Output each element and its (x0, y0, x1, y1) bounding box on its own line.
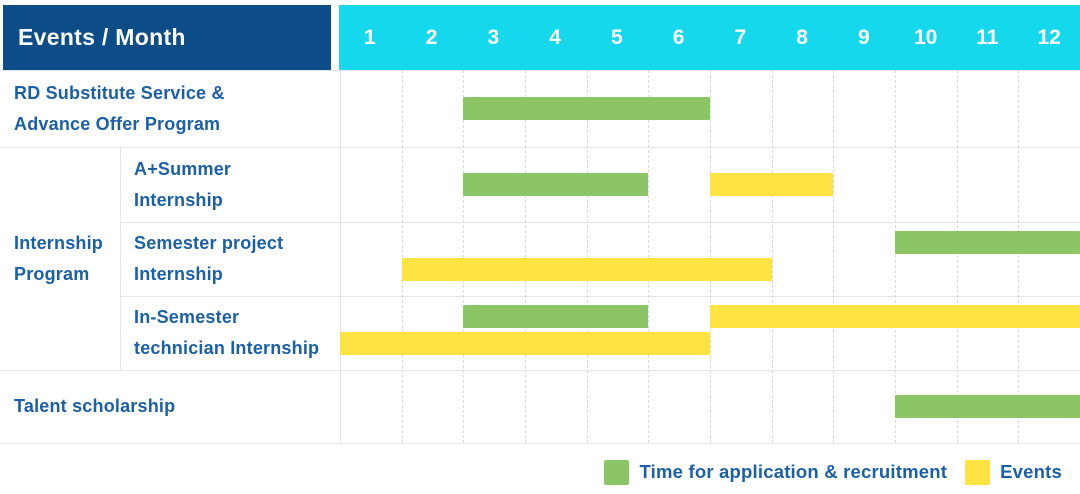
row-label: A+Summer Internship (134, 147, 231, 222)
header-title-cell: Events / Month (3, 5, 331, 70)
legend-item-event: Events (965, 459, 1062, 485)
grid-hline (120, 222, 1080, 223)
month-header-cell: 3 (487, 25, 500, 49)
grid-hline (120, 296, 1080, 297)
grid-month-vline (956, 70, 958, 443)
grid-month-vline (833, 70, 835, 443)
row-label: Semester project Internship (134, 222, 283, 296)
legend-label: Time for application & recruitment (639, 461, 948, 482)
grid-month-vline (710, 70, 711, 443)
group-label: Internship Program (14, 147, 103, 370)
row-label-line: Internship (134, 189, 224, 210)
legend-swatch-event (965, 459, 991, 485)
gantt-bar-event (340, 331, 710, 355)
row-label-line: technician Internship (134, 338, 320, 358)
month-header-cell: 2 (425, 25, 438, 49)
gantt-bar-application (463, 304, 649, 328)
grid-month-vline (1018, 70, 1020, 443)
grid-month-vline (525, 70, 526, 443)
legend: Time for application & recruitment Events (604, 459, 1062, 485)
grid-month-vline (648, 70, 650, 443)
row-label-line: A+Summer (134, 158, 232, 179)
gantt-bar-event (401, 257, 772, 281)
grid-month-vline (463, 70, 465, 443)
grid-month-vline (895, 70, 896, 443)
grid-month-vline (586, 70, 588, 443)
month-header-cell: 8 (796, 25, 808, 49)
month-header-cell: 6 (672, 25, 685, 49)
grid-hline (0, 370, 1080, 371)
row-label-line: RD Substitute Service & (14, 82, 225, 103)
month-header-cell: 1 (364, 25, 376, 49)
grid-hline (0, 443, 1080, 444)
group-label-line: Internship (14, 232, 104, 253)
legend-label: Events (1000, 461, 1062, 482)
gantt-bar-application (895, 230, 1080, 254)
row-label-line: Advance Offer Program (14, 113, 221, 134)
month-header-cell: 7 (734, 25, 747, 49)
row-label: RD Substitute Service & Advance Offer Pro… (14, 70, 225, 147)
month-header-cell: 12 (1037, 25, 1061, 49)
grid-month-vline (401, 70, 403, 443)
gantt-bar-application (895, 395, 1080, 418)
gantt-bar-event (710, 173, 834, 196)
month-header-cell: 10 (913, 25, 938, 49)
grid-hline (0, 70, 1080, 71)
grid-month-vline (771, 70, 773, 443)
grid-vline (120, 147, 121, 370)
row-label: Talent scholarship (14, 370, 175, 443)
month-header-band: 1 2 3 4 5 6 7 8 9 10 11 12 (339, 5, 1080, 70)
legend-item-application: Time for application & recruitment (604, 459, 948, 485)
legend-swatch-application (604, 459, 630, 485)
row-label-line: Internship (134, 264, 224, 284)
grid-vline (340, 70, 341, 443)
month-header-cell: 11 (976, 25, 999, 49)
gantt-bar-event (710, 304, 1080, 328)
header-title: Events / Month (18, 24, 186, 50)
row-label-line: In-Semester (134, 307, 240, 327)
month-header-cell: 4 (549, 25, 561, 49)
month-header-cell: 9 (858, 25, 870, 49)
gantt-bar-application (463, 97, 710, 120)
group-label-line: Program (14, 263, 90, 284)
row-label-line: Talent scholarship (14, 396, 176, 416)
row-label: In-Semester technician Internship (134, 296, 319, 370)
month-header-cell: 5 (611, 25, 623, 49)
gantt-bar-application (463, 173, 649, 196)
row-label-line: Semester project (134, 233, 284, 253)
grid-hline (0, 147, 1080, 148)
